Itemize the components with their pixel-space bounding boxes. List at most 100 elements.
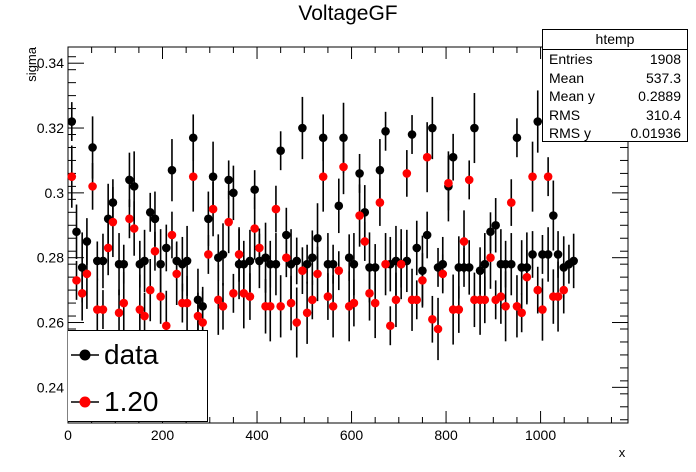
data-point — [167, 165, 177, 175]
data-point — [412, 243, 422, 253]
data-point — [538, 305, 547, 314]
data-point — [339, 162, 348, 172]
data-point — [444, 178, 453, 188]
data-point — [522, 272, 532, 282]
data-point — [88, 182, 97, 191]
data-point — [204, 214, 213, 224]
data-point — [422, 230, 432, 240]
data-point — [355, 169, 364, 178]
data-point — [553, 250, 563, 259]
data-point — [77, 289, 87, 298]
data-point — [150, 246, 160, 256]
data-point — [298, 123, 307, 133]
data-point — [543, 172, 553, 181]
data-point — [140, 311, 149, 321]
data-point — [72, 227, 81, 237]
data-point — [67, 117, 77, 126]
data-point — [188, 133, 198, 143]
data-point — [459, 237, 469, 246]
data-point — [103, 243, 113, 253]
data-point — [501, 302, 510, 311]
y-tick-label: 0.32 — [37, 120, 64, 136]
data-point — [234, 250, 244, 259]
data-point — [349, 259, 359, 269]
stats-label: Entries — [549, 51, 593, 67]
data-point — [549, 211, 558, 220]
data-point — [370, 298, 380, 308]
data-point — [355, 211, 364, 220]
legend-entry-data: data — [68, 339, 159, 371]
legend-label: 1.20 — [104, 386, 159, 417]
data-point — [282, 253, 291, 262]
data-point — [412, 295, 422, 305]
data-point — [428, 123, 437, 133]
data-point — [328, 259, 338, 269]
data-point — [255, 243, 264, 253]
data-point — [375, 198, 385, 207]
data-point — [381, 259, 390, 269]
series-1 — [67, 122, 569, 361]
x-tick-label: 0 — [64, 427, 72, 443]
chart-title: VoltageGF — [298, 2, 398, 25]
data-point — [145, 208, 155, 217]
data-point — [245, 256, 255, 266]
data-point — [250, 185, 259, 194]
data-point — [229, 289, 238, 298]
data-point — [391, 295, 401, 305]
stats-label: Mean — [549, 69, 585, 86]
data-point — [308, 295, 317, 305]
data-point — [125, 214, 134, 224]
data-point — [167, 230, 177, 240]
data-point — [208, 204, 218, 214]
stats-box: htemp Entries 1908 Mean 537.3 Mean y 0.2889… — [542, 29, 688, 142]
data-point — [543, 250, 553, 259]
legend-marker-red-icon — [71, 396, 99, 408]
data-point — [448, 152, 458, 162]
data-point — [454, 305, 464, 314]
data-point — [108, 217, 118, 227]
data-point — [204, 250, 213, 259]
y-axis-label: sigma — [24, 46, 39, 81]
data-point — [381, 126, 390, 136]
data-point — [569, 256, 578, 266]
data-point — [375, 165, 385, 175]
data-point — [98, 305, 108, 314]
data-point — [428, 314, 437, 324]
data-point — [224, 175, 233, 185]
data-point — [464, 175, 474, 185]
data-point — [82, 269, 92, 279]
data-point — [512, 302, 522, 311]
data-point — [114, 308, 124, 318]
data-point — [422, 152, 432, 162]
data-point — [370, 263, 380, 272]
legend-marker-black-icon — [71, 349, 99, 361]
data-point — [396, 259, 406, 269]
data-point — [302, 259, 312, 269]
data-point — [129, 182, 139, 191]
data-point — [480, 259, 490, 269]
data-point — [119, 259, 129, 269]
data-point — [533, 117, 543, 126]
data-point — [533, 285, 543, 295]
data-point — [218, 250, 228, 259]
data-point — [407, 130, 417, 139]
data-point — [245, 292, 255, 301]
data-point — [271, 204, 281, 214]
y-tick-label: 0.28 — [37, 250, 64, 266]
data-point — [402, 169, 412, 178]
stats-label: RMS y — [549, 125, 591, 141]
data-point — [360, 237, 370, 246]
y-tick-label: 0.34 — [37, 55, 64, 71]
x-tick-label: 1000 — [525, 427, 556, 443]
data-point — [150, 214, 160, 224]
data-point — [88, 143, 97, 152]
data-point — [265, 302, 275, 311]
data-point — [559, 285, 569, 295]
data-point — [161, 243, 171, 253]
stats-box-name: htemp — [543, 30, 687, 50]
data-point — [135, 305, 145, 314]
stats-value: 0.2889 — [638, 88, 681, 104]
legend: data 1.20 — [68, 330, 208, 422]
data-point — [349, 298, 359, 308]
stats-row-rms-y: RMS y 0.01936 — [543, 124, 687, 143]
